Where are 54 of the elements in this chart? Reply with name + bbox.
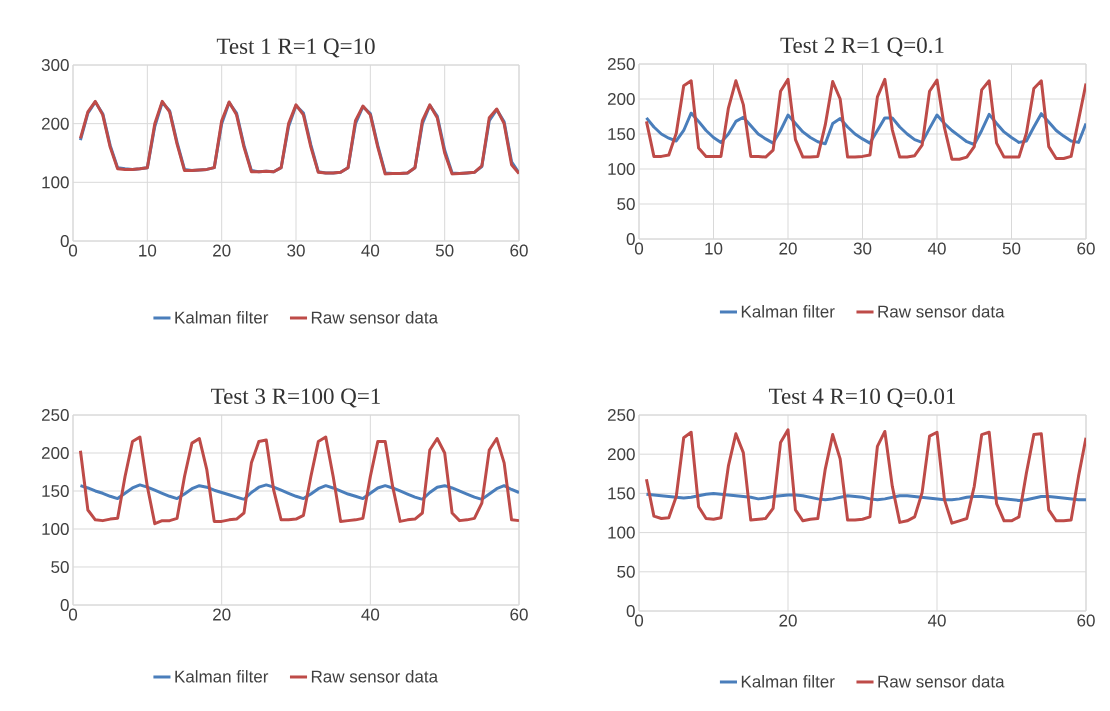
legend-label: Kalman filter: [741, 305, 835, 318]
x-tick-label: 50: [435, 244, 454, 257]
x-tick-label: 20: [779, 242, 797, 255]
y-tick-label: 200: [607, 448, 635, 461]
x-tick-label: 60: [1077, 242, 1095, 255]
x-tick-label: 0: [634, 242, 644, 255]
y-tick-label: 50: [617, 565, 635, 578]
x-tick-label: 60: [510, 608, 528, 621]
chart-title: Test 2 R=1 Q=0.1: [780, 37, 944, 57]
y-tick-label: 100: [42, 522, 69, 536]
legend-label: Kalman filter: [741, 675, 835, 688]
legend-label: Kalman filter: [175, 670, 269, 683]
x-tick-label: 10: [705, 242, 723, 255]
x-tick-label: 0: [68, 244, 78, 257]
y-tick-label: 300: [41, 58, 69, 72]
y-tick-label: 100: [608, 162, 635, 176]
legend-label: Raw sensor data: [311, 670, 439, 683]
y-tick-label: 200: [607, 92, 635, 106]
legend-label: Kalman filter: [175, 311, 269, 324]
y-tick-label: 250: [41, 408, 69, 422]
y-tick-label: 250: [607, 57, 635, 71]
y-tick-label: 100: [42, 176, 69, 189]
x-tick-label: 40: [361, 608, 380, 621]
x-tick-label: 60: [1077, 614, 1095, 627]
y-tick-label: 0: [626, 232, 635, 246]
x-tick-label: 0: [68, 608, 78, 621]
x-tick-label: 10: [139, 244, 157, 257]
y-tick-label: 200: [41, 446, 69, 460]
y-tick-label: 200: [41, 117, 69, 130]
y-tick-label: 150: [608, 127, 635, 141]
chart-title: Test 3 R=100 Q=1: [211, 388, 380, 408]
x-tick-label: 50: [1002, 242, 1021, 255]
y-tick-label: 150: [608, 487, 635, 500]
x-tick-label: 40: [361, 244, 380, 257]
x-tick-label: 20: [779, 614, 797, 627]
y-tick-label: 50: [51, 560, 69, 574]
y-tick-label: 50: [617, 197, 635, 211]
chart-title: Test 4 R=10 Q=0.01: [768, 388, 956, 408]
x-tick-label: 30: [287, 244, 305, 257]
x-tick-label: 60: [510, 244, 528, 257]
x-tick-label: 40: [927, 242, 946, 255]
y-tick-label: 150: [42, 484, 69, 498]
chart-title: Test 1 R=1 Q=10: [216, 38, 375, 58]
y-tick-label: 0: [60, 598, 69, 612]
y-tick-label: 250: [607, 408, 635, 422]
x-tick-label: 30: [853, 242, 872, 255]
legend-label: Raw sensor data: [878, 675, 1005, 688]
legend-label: Raw sensor data: [878, 305, 1005, 318]
x-tick-label: 20: [213, 608, 231, 621]
y-tick-label: 100: [608, 526, 635, 539]
x-tick-label: 40: [927, 614, 946, 627]
x-tick-label: 0: [634, 614, 644, 627]
x-tick-label: 20: [213, 244, 231, 257]
legend-label: Raw sensor data: [311, 311, 439, 324]
